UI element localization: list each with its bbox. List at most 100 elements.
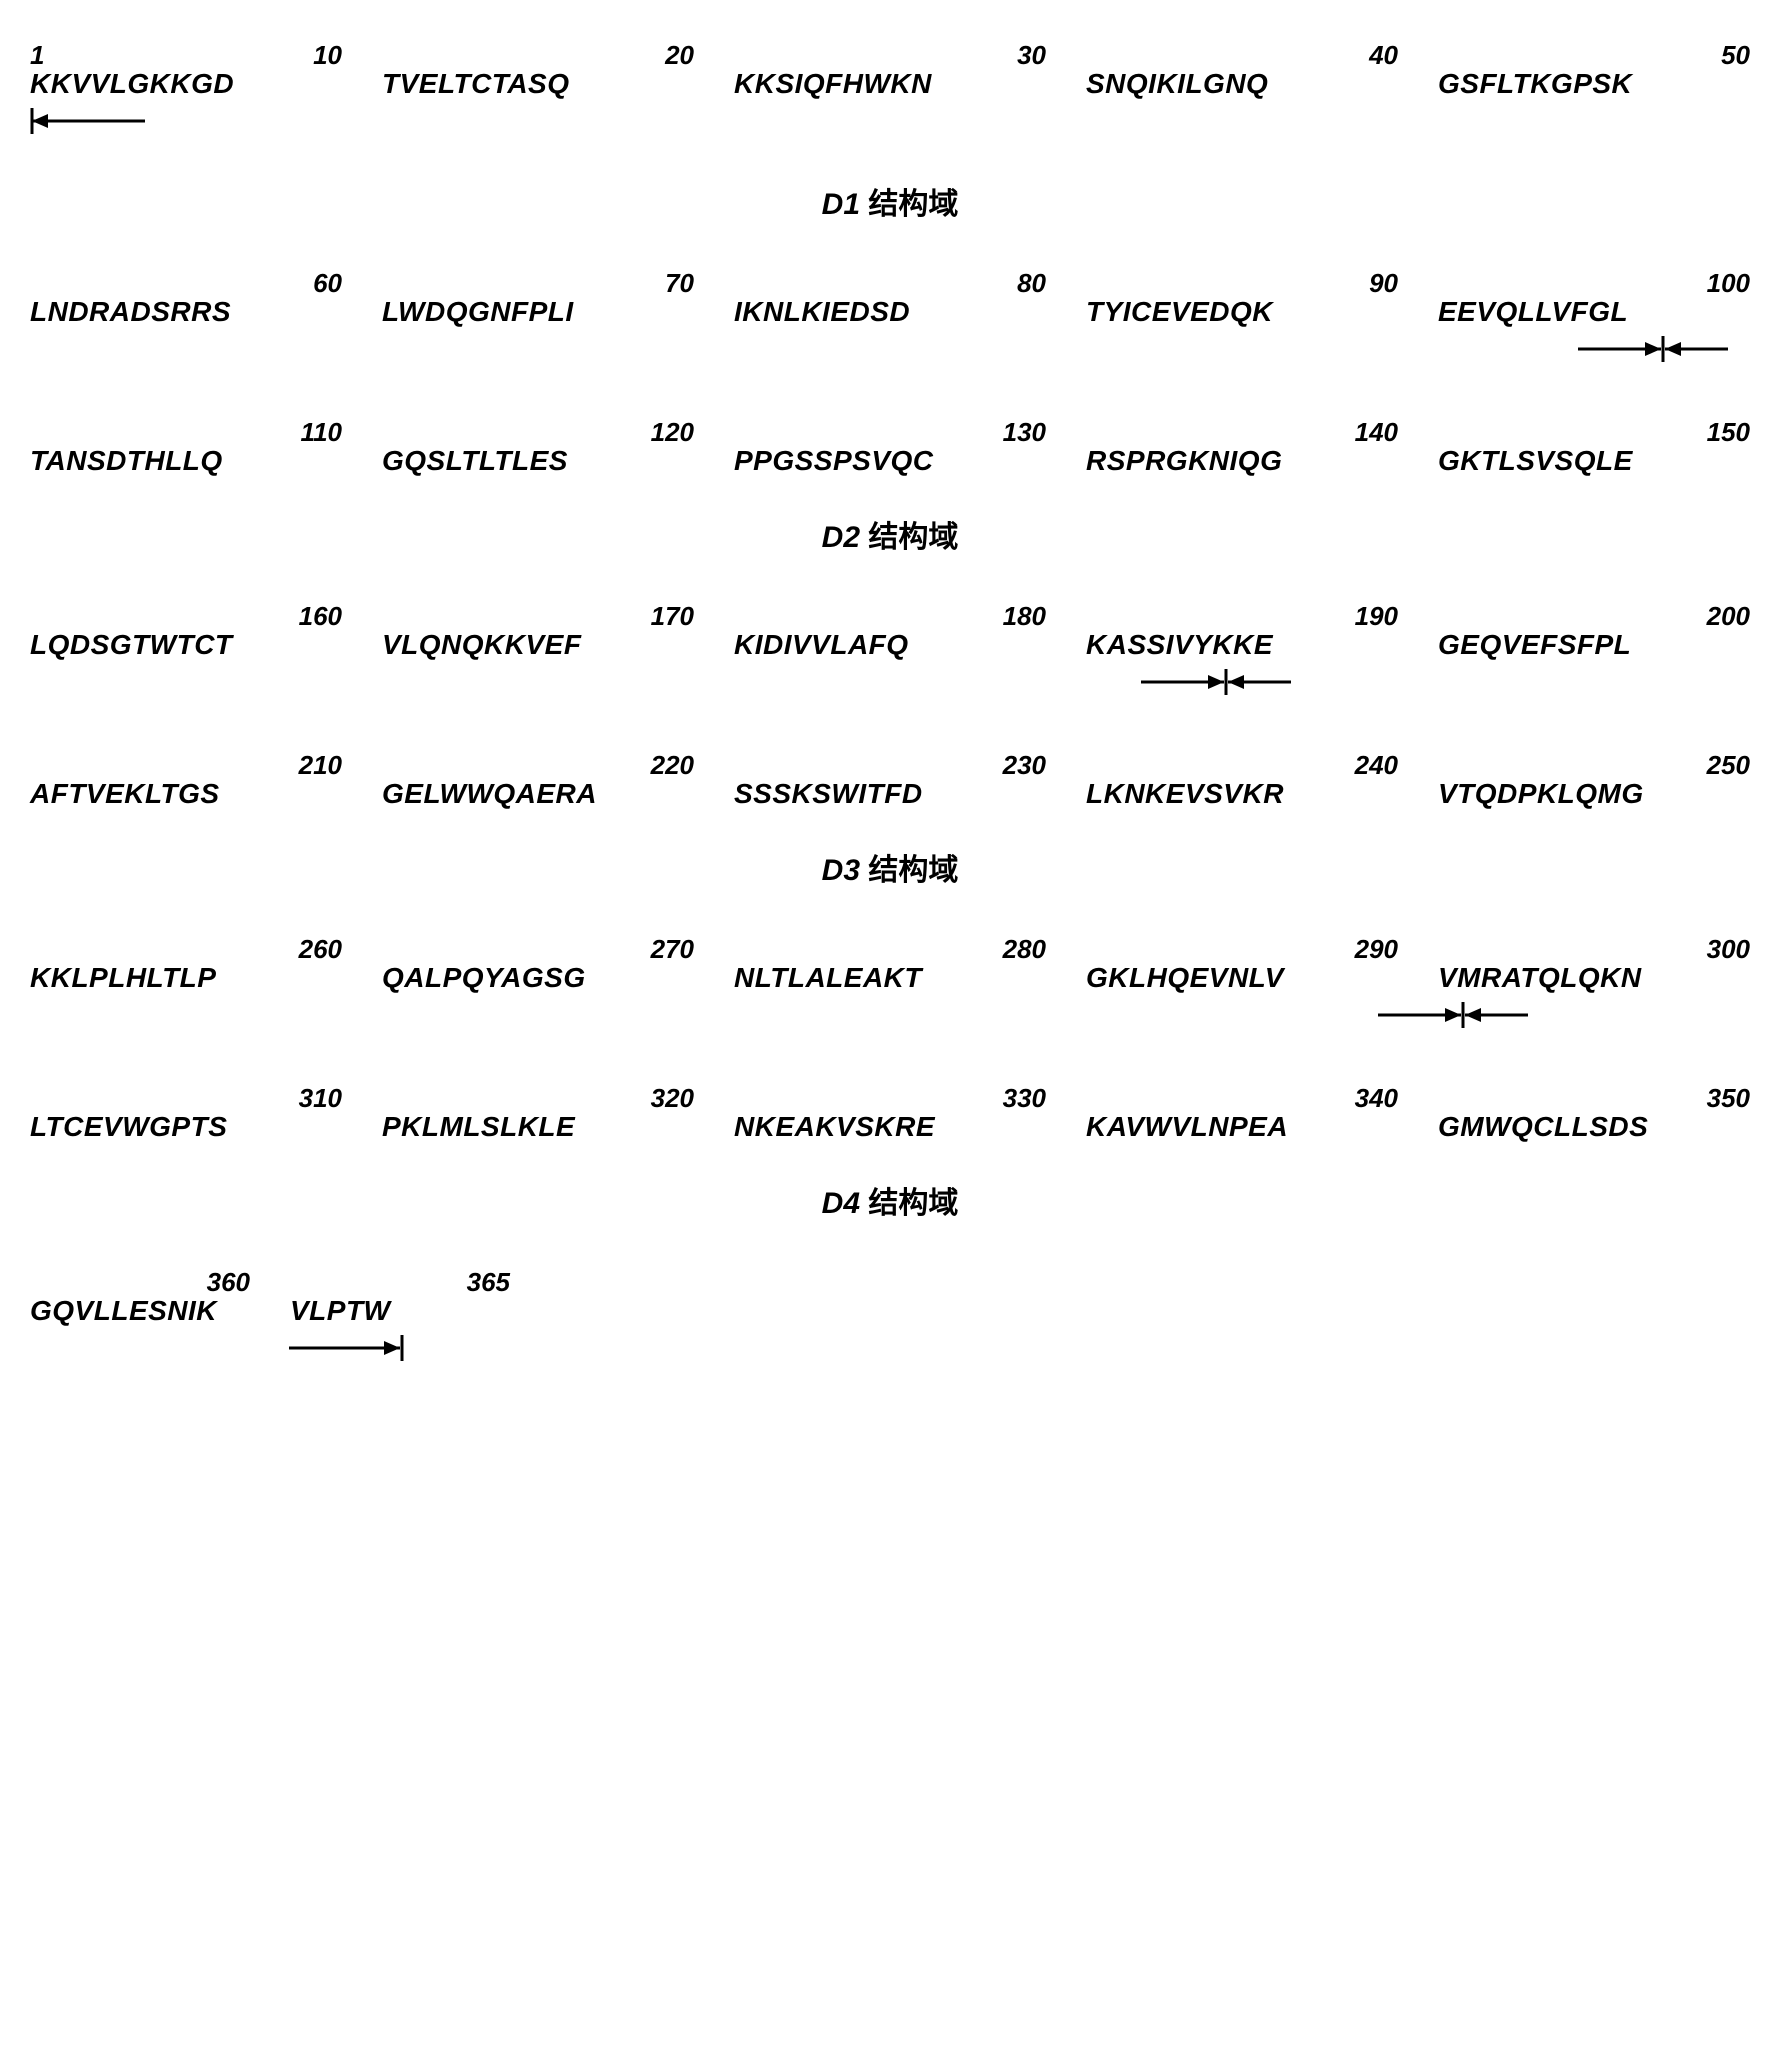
position-number: 10: [313, 40, 342, 71]
sequence-cell: EEVQLLVFGL: [1438, 296, 1750, 328]
position-number: 30: [1017, 40, 1046, 71]
position-number-cell: 80: [734, 268, 1046, 296]
position-number-cell: 130: [734, 417, 1046, 445]
sequence-cell: GQSLTLTLES: [382, 445, 694, 477]
domain-boundary-arrow: [30, 1331, 1750, 1371]
sequence-cell: TANSDTHLLQ: [30, 445, 342, 477]
position-number: 170: [651, 601, 694, 632]
position-number-row: 260270280290300: [30, 934, 1750, 962]
domain-id: D4: [822, 1187, 869, 1220]
sequence-cell: NKEAKVSKRE: [734, 1111, 1046, 1143]
sequence-cell: AFTVEKLTGS: [30, 778, 342, 810]
sequence-cell: VLQNQKKVEF: [382, 629, 694, 661]
position-number: 320: [651, 1083, 694, 1114]
position-number-cell: 40: [1086, 40, 1398, 68]
sequence-cell: VLPTW: [290, 1295, 510, 1327]
position-number-row: 1 10 20 30 40 50: [30, 40, 1750, 68]
position-number-cell: 90: [1086, 268, 1398, 296]
sequence-cell: IKNLKIEDSD: [734, 296, 1046, 328]
position-number-row: 60708090100: [30, 268, 1750, 296]
position-number-cell: 160: [30, 601, 342, 629]
position-number-row: 110 120 130 140 150: [30, 417, 1750, 445]
position-number: 90: [1369, 268, 1398, 299]
sequence-cell: GKTLSVSQLE: [1438, 445, 1750, 477]
position-number: 120: [651, 417, 694, 448]
position-number: 160: [299, 601, 342, 632]
sequence-row: KKLPLHLTLP QALPQYAGSG NLTLALEAKT GKLHQEVNLV…: [30, 962, 1750, 994]
position-number-cell: 220: [382, 750, 694, 778]
position-number-cell: 180: [734, 601, 1046, 629]
position-number: 340: [1355, 1083, 1398, 1114]
sequence-cell: KKLPLHLTLP: [30, 962, 342, 994]
position-number: 1: [30, 40, 44, 71]
position-number: 210: [299, 750, 342, 781]
sequence-cell: KAVWVLNPEA: [1086, 1111, 1398, 1143]
position-number: 20: [665, 40, 694, 71]
position-number: 200: [1707, 601, 1750, 632]
position-number-cell: 110: [30, 417, 342, 445]
position-number-cell: 290: [1086, 934, 1398, 962]
position-number-cell: 190: [1086, 601, 1398, 629]
domain-label-text: 结构域: [868, 521, 958, 554]
domain-boundary-arrow: [30, 104, 1750, 144]
position-number: 180: [1003, 601, 1046, 632]
position-number: 240: [1355, 750, 1398, 781]
sequence-block: 60708090100LNDRADSRRSLWDQGNFPLIIKNLKIEDS…: [30, 268, 1750, 372]
position-number: 260: [299, 934, 342, 965]
sequence-cell: GKLHQEVNLV: [1086, 962, 1398, 994]
sequence-block: 260270280290300KKLPLHLTLPQALPQYAGSGNLTLA…: [30, 934, 1750, 1038]
sequence-row: LQDSGTWTCT VLQNQKKVEF KIDIVVLAFQ KASSIVYKKE…: [30, 629, 1750, 661]
position-number-cell: 1 10: [30, 40, 342, 68]
sequence-cell: VMRATQLQKN: [1438, 962, 1750, 994]
position-number: 220: [651, 750, 694, 781]
position-number: 330: [1003, 1083, 1046, 1114]
sequence-block: 360365GQVLLESNIKVLPTW: [30, 1267, 1750, 1371]
position-number-cell: 20: [382, 40, 694, 68]
position-number-cell: 200: [1438, 601, 1750, 629]
position-number-cell: 330: [734, 1083, 1046, 1111]
position-number: 350: [1707, 1083, 1750, 1114]
sequence-cell: KIDIVVLAFQ: [734, 629, 1046, 661]
position-number: 310: [299, 1083, 342, 1114]
sequence-block: 1 10 20 30 40 50KKVVLGKKGDTVELTCTASQKKSIQFHWK…: [30, 40, 1750, 223]
sequence-block: 110120130140150TANSDTHLLQGQSLTLTLESPPGSS…: [30, 417, 1750, 556]
sequence-cell: NLTLALEAKT: [734, 962, 1046, 994]
sequence-cell: LNDRADSRRS: [30, 296, 342, 328]
position-number-cell: 250: [1438, 750, 1750, 778]
sequence-cell: KASSIVYKKE: [1086, 629, 1398, 661]
domain-label: D2 结构域: [30, 512, 1750, 556]
sequence-row: KKVVLGKKGDTVELTCTASQKKSIQFHWKNSNQIKILGNQ…: [30, 68, 1750, 100]
position-number: 140: [1355, 417, 1398, 448]
domain-label: D1 结构域: [30, 179, 1750, 223]
sequence-block: 160 170 180 190 200 LQDSGTWTCT VLQNQKKVEF KIDIV…: [30, 601, 1750, 705]
position-number: 360: [207, 1267, 250, 1298]
domain-label: D4 结构域: [30, 1178, 1750, 1222]
sequence-cell: PKLMLSLKLE: [382, 1111, 694, 1143]
position-number-row: 160 170 180 190 200: [30, 601, 1750, 629]
position-number: 40: [1369, 40, 1398, 71]
position-number-cell: 120: [382, 417, 694, 445]
position-number: 150: [1707, 417, 1750, 448]
sequence-cell: LTCEVWGPTS: [30, 1111, 342, 1143]
domain-boundary-arrow: [30, 332, 1750, 372]
sequence-cell: LQDSGTWTCT: [30, 629, 342, 661]
domain-label-text: 结构域: [868, 1187, 958, 1220]
sequence-block: 210220230240250AFTVEKLTGSGELWWQAERASSSKS…: [30, 750, 1750, 889]
position-number: 50: [1721, 40, 1750, 71]
position-number-row: 360365: [30, 1267, 1750, 1295]
sequence-block: 310 320 330 340 350 LTCEVWGPTS PKLMLSLKLE NKEAK…: [30, 1083, 1750, 1222]
position-number-row: 310 320 330 340 350: [30, 1083, 1750, 1111]
sequence-cell: VTQDPKLQMG: [1438, 778, 1750, 810]
sequence-cell: QALPQYAGSG: [382, 962, 694, 994]
position-number: 190: [1355, 601, 1398, 632]
position-number: 250: [1707, 750, 1750, 781]
domain-id: D3: [822, 854, 869, 887]
sequence-cell: LKNKEVSVKR: [1086, 778, 1398, 810]
sequence-row: AFTVEKLTGSGELWWQAERASSSKSWITFDLKNKEVSVKR…: [30, 778, 1750, 810]
domain-boundary-arrow: [30, 998, 1750, 1038]
domain-label-text: 结构域: [868, 854, 958, 887]
position-number-cell: 30: [734, 40, 1046, 68]
position-number: 280: [1003, 934, 1046, 965]
position-number: 300: [1707, 934, 1750, 965]
sequence-row: GQVLLESNIKVLPTW: [30, 1295, 1750, 1327]
